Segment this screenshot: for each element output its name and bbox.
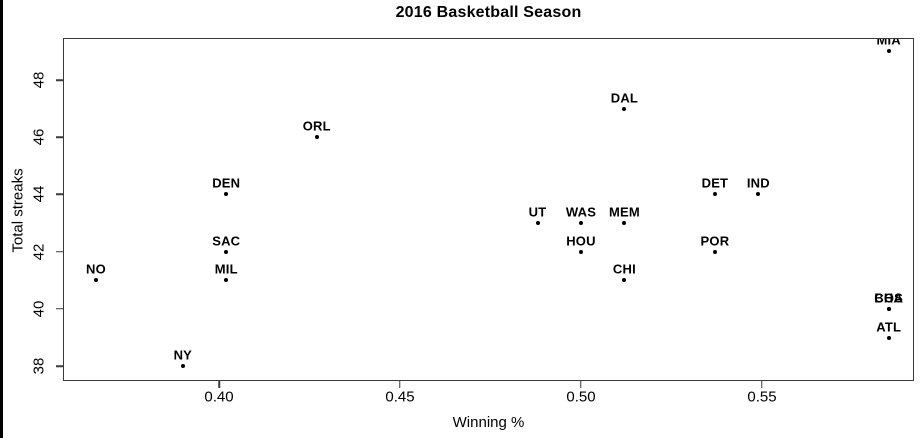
y-tick-label: 48 <box>30 71 48 89</box>
data-point-label-den: DEN <box>212 175 241 191</box>
data-point-label-cha: CHA <box>874 290 904 306</box>
data-point-atl <box>886 335 891 340</box>
data-point-label-atl: ATL <box>876 319 902 335</box>
x-tick-label: 0.40 <box>204 388 234 406</box>
data-point-label-no: NO <box>85 261 106 277</box>
y-tick-mark <box>56 308 63 310</box>
y-tick-label: 42 <box>30 243 48 261</box>
plot-area: NO NY DEN SAC MIL ORL UT WAS HOU DAL MEM CHI DET POR I… <box>63 38 914 381</box>
y-tick-mark <box>56 365 63 367</box>
data-point-por <box>712 249 717 254</box>
data-point-ut <box>535 221 540 226</box>
data-point-dal <box>622 106 627 111</box>
data-point-cha <box>886 306 891 311</box>
data-point-orl <box>314 135 319 140</box>
data-point-label-was: WAS <box>565 204 597 220</box>
y-tick-label: 38 <box>30 357 48 375</box>
data-point-was <box>578 221 583 226</box>
data-point-no <box>93 278 98 283</box>
x-axis-title: Winning % <box>452 414 525 431</box>
data-point-label-ut: UT <box>528 204 547 220</box>
data-point-label-ny: NY <box>173 347 193 363</box>
x-tick-mark <box>761 381 763 388</box>
y-axis-title: Total streaks <box>9 168 27 253</box>
screen-left-edge <box>0 0 3 438</box>
data-point-label-mia: MIA <box>876 38 901 48</box>
x-tick-label: 0.55 <box>747 388 777 406</box>
data-point-label-mil: MIL <box>214 261 238 277</box>
x-tick-label: 0.45 <box>385 388 415 406</box>
y-tick-label: 40 <box>30 300 48 318</box>
x-tick-label: 0.50 <box>566 388 596 406</box>
data-point-label-mem: MEM <box>608 204 640 220</box>
data-point-label-ind: IND <box>746 175 770 191</box>
data-point-label-chi: CHI <box>612 261 636 277</box>
y-tick-mark <box>56 136 63 139</box>
data-point-ind <box>756 192 761 197</box>
chart-title: 2016 Basketball Season <box>395 4 582 21</box>
data-point-label-orl: ORL <box>302 118 331 134</box>
y-tick-mark <box>56 79 63 81</box>
data-point-hou <box>578 249 583 254</box>
data-point-mem <box>622 221 627 226</box>
data-point-chi <box>622 278 627 283</box>
x-tick-mark <box>218 381 220 388</box>
y-tick-label: 44 <box>30 186 48 203</box>
y-tick-mark <box>56 250 63 253</box>
data-point-label-hou: HOU <box>566 233 596 249</box>
data-point-label-sac: SAC <box>212 233 241 249</box>
data-point-den <box>224 192 229 197</box>
x-tick-mark <box>399 381 401 388</box>
y-tick-label: 46 <box>30 128 48 146</box>
data-point-sac <box>224 249 229 254</box>
data-point-mil <box>224 278 229 283</box>
data-point-det <box>712 192 717 197</box>
data-point-mia <box>886 49 891 54</box>
y-tick-mark <box>56 193 63 196</box>
data-point-ny <box>180 364 185 369</box>
data-point-label-bos: BOS <box>874 290 904 306</box>
data-point-label-dal: DAL <box>610 90 639 106</box>
data-point-label-det: DET <box>701 175 729 191</box>
data-point-label-por: POR <box>700 233 730 249</box>
x-tick-mark <box>580 381 582 388</box>
